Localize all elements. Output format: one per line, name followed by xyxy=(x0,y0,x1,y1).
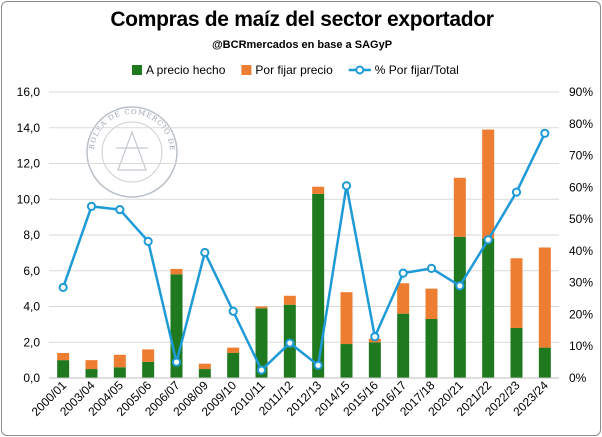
bar-a-precio-hecho xyxy=(538,347,551,378)
bar-por-fijar-precio xyxy=(255,306,268,309)
y2-tick-label: 90% xyxy=(569,85,593,99)
legend-label: % Por fijar/Total xyxy=(375,63,459,77)
legend-line-marker xyxy=(355,65,365,75)
bar-a-precio-hecho xyxy=(142,361,155,378)
bar-a-precio-hecho xyxy=(340,344,353,378)
percent-series-line xyxy=(61,132,546,372)
y-tick-label: 0,0 xyxy=(23,371,40,385)
percent-point xyxy=(483,235,493,245)
bar-a-precio-hecho xyxy=(312,193,325,378)
axes: 0,0 2,0 4,0 6,0 8,0 10,0 12,0 14,0 16,0 0% 10% 20% 3… xyxy=(17,85,594,419)
seal-emblem xyxy=(117,130,147,171)
y2-tick-label: 80% xyxy=(569,117,593,131)
y-tick-label: 14,0 xyxy=(17,121,41,135)
y2-tick-label: 70% xyxy=(569,149,593,163)
bar-por-fijar-precio xyxy=(57,352,70,361)
percent-point xyxy=(285,338,295,348)
percent-point xyxy=(313,360,323,370)
percent-point xyxy=(86,201,97,211)
y2-tick-label: 60% xyxy=(569,180,593,194)
y2-tick-label: 20% xyxy=(569,307,593,321)
bar-por-fijar-precio xyxy=(397,283,410,314)
percent-point xyxy=(143,236,153,246)
bar-a-precio-hecho xyxy=(255,308,268,378)
y-tick-label: 10,0 xyxy=(17,192,41,206)
legend-swatch-a-precio-hecho xyxy=(132,65,142,75)
legend-label: Por fijar precio xyxy=(255,63,333,77)
bar-por-fijar-precio xyxy=(85,360,98,370)
bar-por-fijar-precio xyxy=(340,292,353,345)
y2-tick-label: 10% xyxy=(569,339,593,353)
bar-por-fijar-precio xyxy=(312,186,325,194)
bar-a-precio-hecho xyxy=(482,238,495,378)
bars xyxy=(57,129,551,378)
bar-a-precio-hecho xyxy=(227,352,240,378)
seal-inner-ring xyxy=(101,121,163,183)
bar-a-precio-hecho xyxy=(57,360,70,378)
bar-a-precio-hecho xyxy=(397,313,410,378)
y-tick-label: 12,0 xyxy=(17,157,41,171)
seal-outer-ring xyxy=(86,106,178,198)
legend-label: A precio hecho xyxy=(146,63,226,77)
bar-a-precio-hecho xyxy=(198,369,211,378)
bar-a-precio-hecho xyxy=(425,319,438,378)
bar-por-fijar-precio xyxy=(170,268,183,275)
percent-point xyxy=(540,128,550,138)
chart-subtitle: @BCRmercados en base a SAGyP xyxy=(211,39,393,51)
y2-tick-label: 40% xyxy=(569,244,593,258)
y-tick-label: 8,0 xyxy=(23,228,40,242)
bar-a-precio-hecho xyxy=(510,327,523,378)
bar-a-precio-hecho xyxy=(113,367,126,378)
bar-a-precio-hecho xyxy=(85,369,98,378)
bar-a-precio-hecho xyxy=(453,236,466,378)
percent-point xyxy=(398,268,408,278)
y-tick-label: 6,0 xyxy=(23,264,40,278)
percent-point xyxy=(256,365,267,375)
bar-por-fijar-precio xyxy=(198,363,211,370)
percent-point xyxy=(455,281,465,291)
bar-por-fijar-precio xyxy=(113,354,126,368)
bar-por-fijar-precio xyxy=(283,295,296,305)
bar-por-fijar-precio xyxy=(227,347,240,353)
y2-tick-label: 30% xyxy=(569,276,593,290)
percent-point xyxy=(426,263,437,273)
percent-point xyxy=(115,204,125,215)
bar-por-fijar-precio xyxy=(482,129,495,239)
percent-point xyxy=(228,306,238,316)
bar-a-precio-hecho xyxy=(368,342,381,378)
bar-por-fijar-precio xyxy=(453,177,466,237)
bar-por-fijar-precio xyxy=(538,247,551,348)
percent-point xyxy=(171,357,182,367)
percent-point xyxy=(370,332,380,342)
percent-point xyxy=(511,187,522,197)
bar-por-fijar-precio xyxy=(142,349,155,362)
y-tick-label: 2,0 xyxy=(23,335,40,349)
legend-swatch-por-fijar xyxy=(241,65,252,75)
y2-tick-label: 50% xyxy=(569,212,593,226)
y2-tick-label: 0% xyxy=(569,371,587,385)
y-tick-label: 16,0 xyxy=(17,85,41,99)
bar-por-fijar-precio xyxy=(425,288,438,320)
bar-por-fijar-precio xyxy=(510,258,523,328)
percent-point xyxy=(341,181,352,191)
legend: A precio hecho Por fijar precio % Por fija… xyxy=(132,63,459,77)
y-tick-label: 4,0 xyxy=(23,300,40,314)
percent-line xyxy=(58,128,550,375)
percent-point xyxy=(58,282,68,293)
percent-point xyxy=(200,247,210,258)
chart-title: Compras de maíz del sector exportador xyxy=(110,8,494,31)
